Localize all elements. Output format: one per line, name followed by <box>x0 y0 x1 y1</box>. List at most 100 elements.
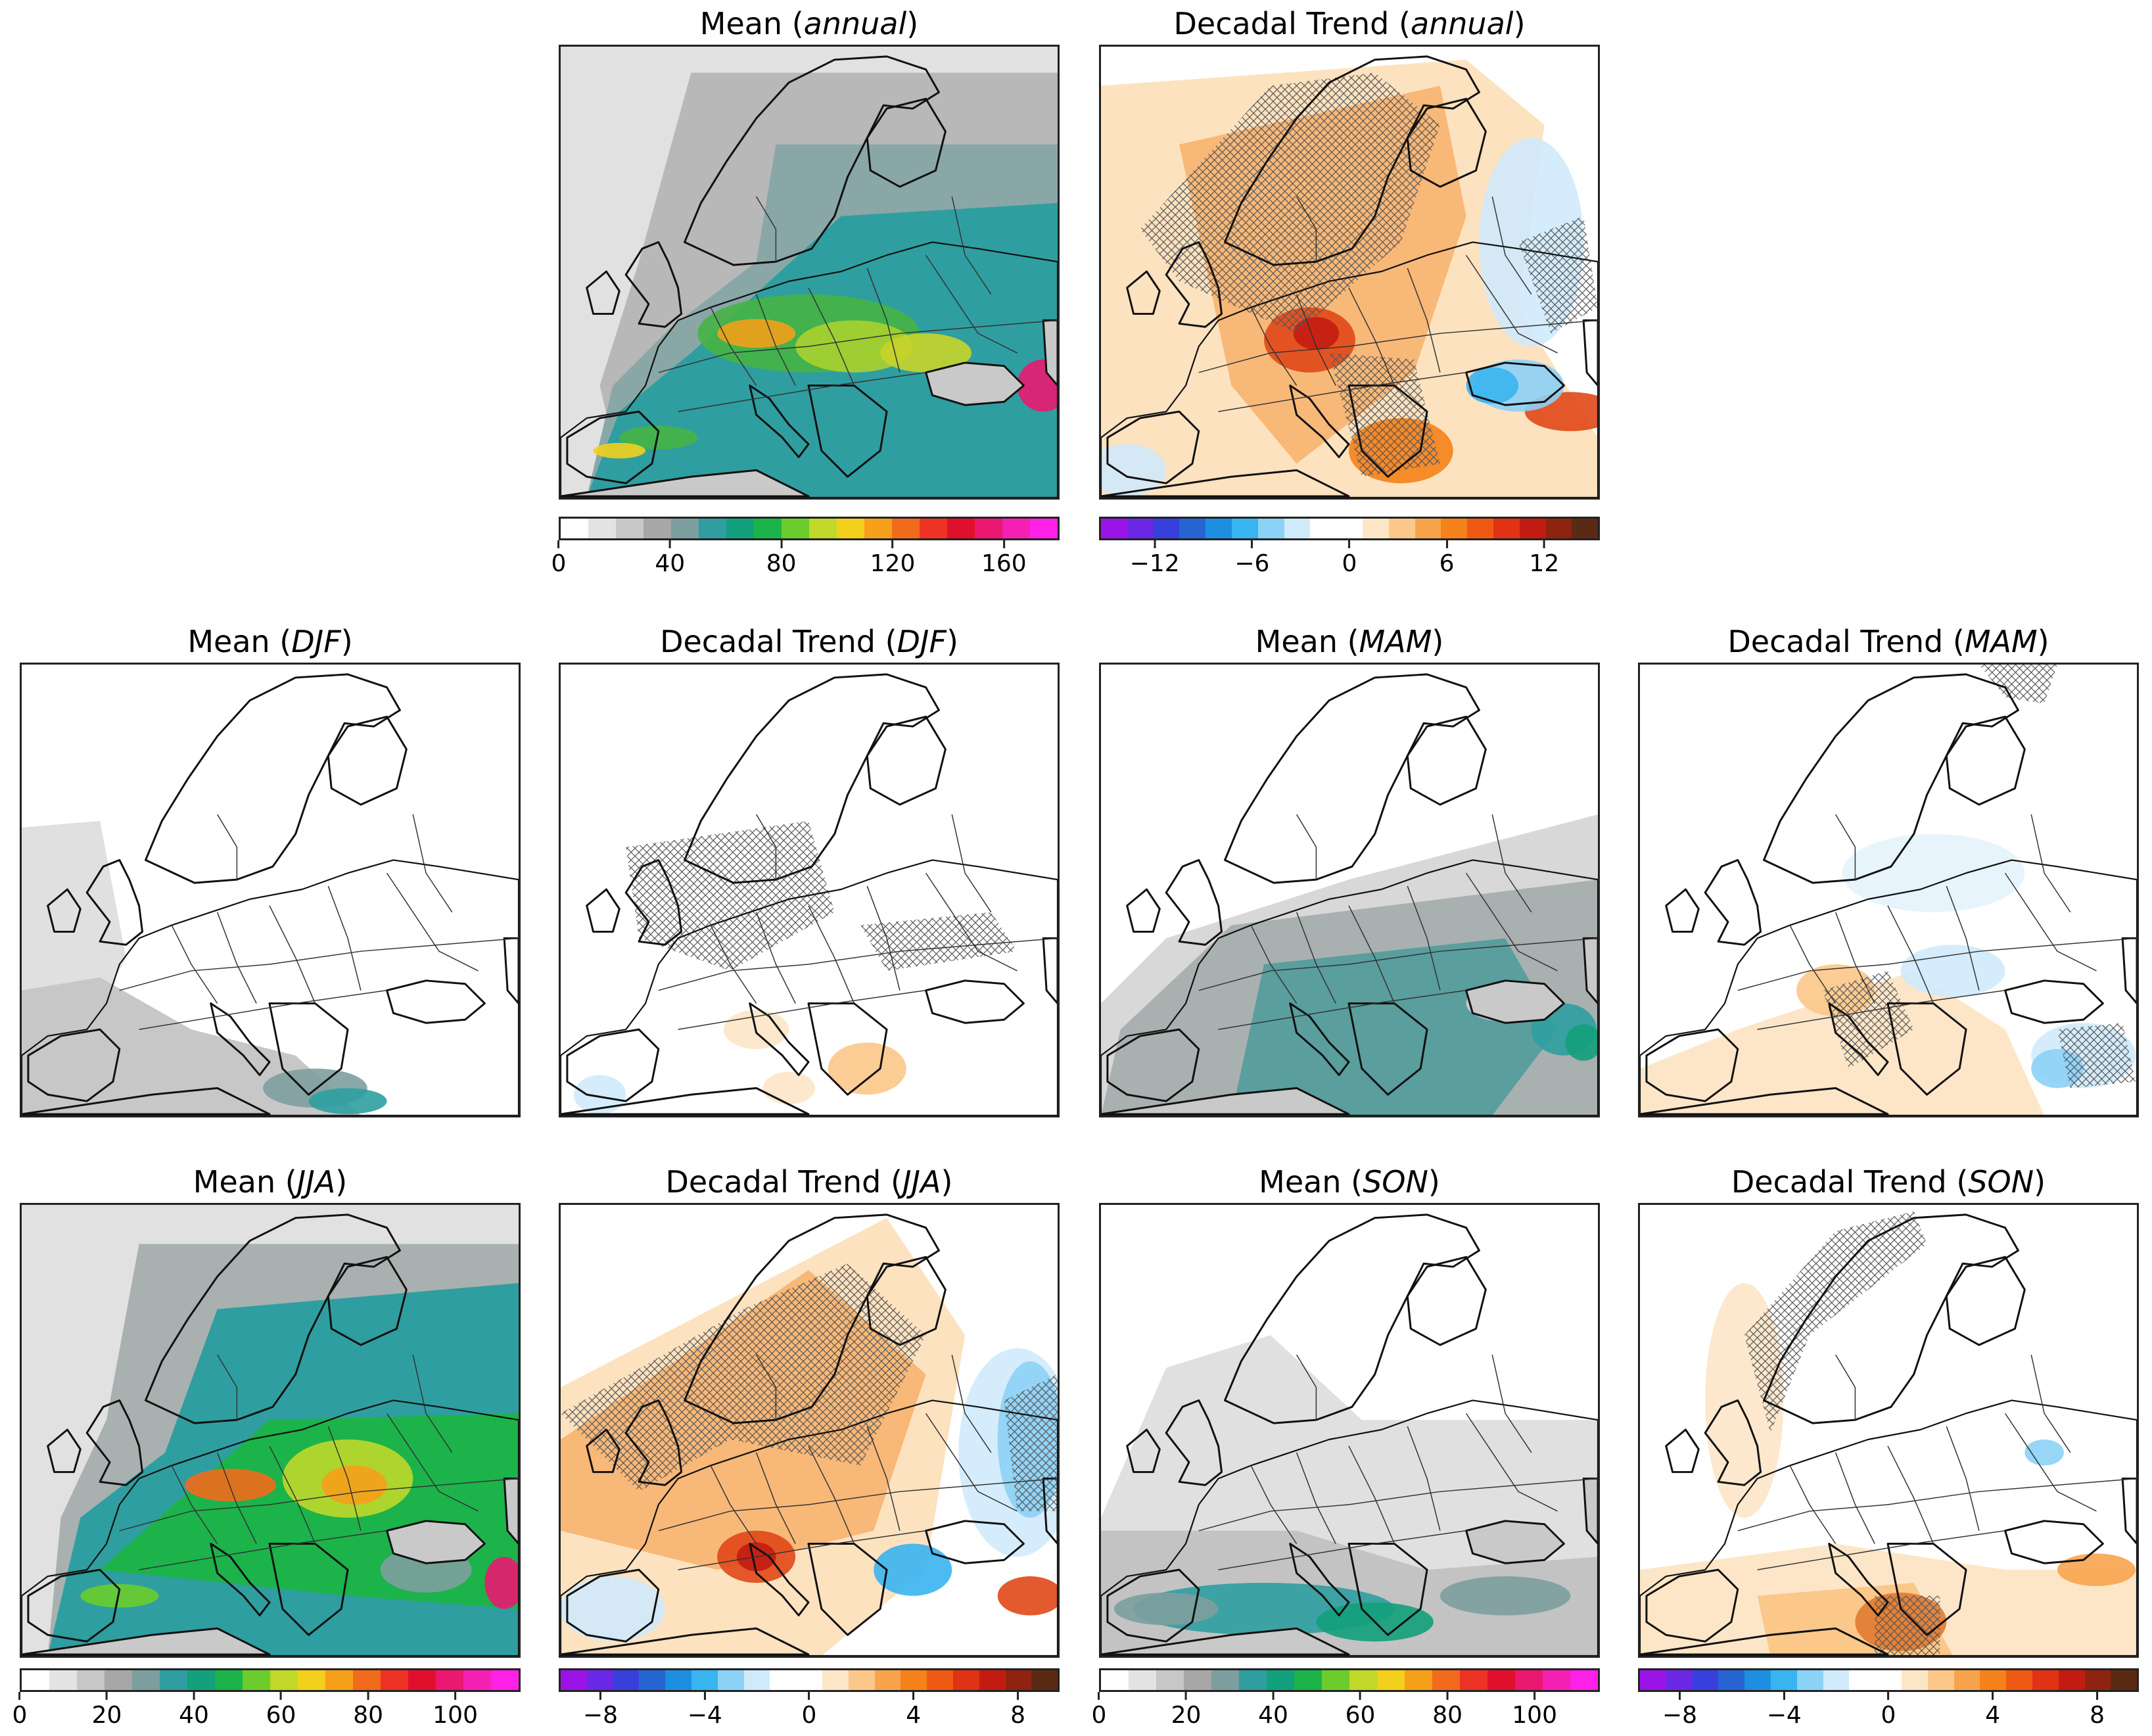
coastline <box>27 1568 121 1643</box>
coastline <box>210 1543 271 1617</box>
colorbar-swatch <box>1322 1670 1349 1690</box>
map-svg <box>22 665 519 1115</box>
colorbar-swatch <box>1205 519 1232 538</box>
sea-outline <box>925 1520 1025 1564</box>
colorbar-swatch <box>1184 1670 1211 1690</box>
colorbar-swatch <box>1362 519 1389 538</box>
panel-title: Decadal Trend (JJA) <box>665 1164 953 1200</box>
colorbar-swatch <box>408 1670 436 1690</box>
colorbar-swatch <box>1901 1670 1928 1690</box>
colorbar-tick-label: 0 <box>551 540 567 578</box>
colorbar-swatch <box>616 519 643 538</box>
panel-title: Decadal Trend (SON) <box>1731 1164 2046 1200</box>
country-border <box>1737 937 2137 991</box>
coastline <box>1101 1399 1598 1656</box>
colorbar-swatch <box>588 519 616 538</box>
colorbar-ticks-trend-son: −8 −4 0 4 8 <box>1638 1692 2139 1731</box>
colorbar-swatch <box>1980 1670 2007 1690</box>
map-svg <box>561 1205 1058 1656</box>
colorbar-swatch <box>1101 519 1127 538</box>
colorbar-tick-label: 20 <box>1171 1692 1202 1730</box>
colorbar-swatch <box>1545 519 1572 538</box>
country-border <box>658 319 1058 373</box>
coastline <box>1645 1028 1739 1102</box>
coastline <box>561 859 1058 1115</box>
colorbar-ticks-trend-annual: −12 −6 0 6 12 <box>1099 540 1600 580</box>
country-border <box>808 905 855 1004</box>
field-hotspot <box>828 1042 906 1095</box>
country-border <box>1465 254 1558 354</box>
map-mean-djf <box>20 663 521 1117</box>
colorbar-swatch <box>796 1670 822 1690</box>
country-border <box>1737 1478 2137 1532</box>
panel-trend-mam: Decadal Trend (MAM) <box>1638 618 2139 1117</box>
sea-outline <box>1640 1087 1889 1115</box>
colorbar-swatch <box>952 1670 979 1690</box>
field-hotspot <box>997 1576 1058 1616</box>
colorbar-swatch <box>1493 519 1520 538</box>
colorbar-swatch <box>2032 1670 2059 1690</box>
colorbar-swatch <box>1415 519 1441 538</box>
country-border <box>1218 371 1466 412</box>
map-svg <box>561 665 1058 1115</box>
country-border <box>1835 912 1875 1004</box>
colorbar-swatch <box>975 519 1002 538</box>
colorbar-swatch <box>1519 519 1546 538</box>
colorbar-swatch <box>743 1670 770 1690</box>
significance-hatching <box>561 1263 926 1492</box>
country-border <box>1491 814 1532 913</box>
country-border <box>1789 925 1836 1004</box>
colorbar-swatch <box>561 1670 587 1690</box>
colorbar-swatch <box>1156 1670 1184 1690</box>
coastline <box>1665 888 1700 933</box>
colorbar-swatch <box>1211 1670 1239 1690</box>
country-border <box>1407 268 1441 373</box>
colorbar-swatch <box>1432 1670 1460 1690</box>
colorbar-swatch <box>613 1670 640 1690</box>
colorbar-swatch <box>1849 1670 1876 1690</box>
country-border <box>1757 1530 2005 1570</box>
colorbar-swatch <box>1460 1670 1487 1690</box>
colorbar-swatch <box>1770 1670 1797 1690</box>
colorbar-tick-label: 0 <box>1881 1692 1896 1730</box>
colorbar-swatch <box>717 1670 744 1690</box>
colorbar-swatch <box>2006 1670 2032 1690</box>
country-border <box>216 1452 257 1544</box>
country-border <box>710 925 757 1004</box>
colorbar-swatch <box>1487 1670 1515 1690</box>
colorbar-swatch <box>1823 1670 1850 1690</box>
country-border <box>866 268 901 373</box>
colorbar-swatch <box>1239 1670 1267 1690</box>
coastline <box>1828 1002 1889 1077</box>
colorbar-swatch <box>243 1670 270 1690</box>
country-border <box>412 814 453 913</box>
coastline <box>27 1028 121 1102</box>
country-border <box>171 925 218 1004</box>
country-border <box>216 912 257 1004</box>
country-border <box>1757 989 2005 1030</box>
coastline <box>586 1428 620 1473</box>
field-hotspot <box>880 333 972 373</box>
colorbar-swatch <box>77 1670 105 1690</box>
significance-hatching <box>1329 352 1440 477</box>
sea-outline <box>2004 979 2104 1024</box>
coastline <box>1106 1568 1200 1643</box>
colorbar-swatch <box>1284 519 1311 538</box>
coastline <box>22 1399 519 1656</box>
country-border <box>386 872 479 972</box>
panel-mean-annual: Mean (annual) 0 40 80 120 160 <box>551 0 1060 592</box>
coastline <box>85 1399 144 1486</box>
coastline <box>22 859 519 1115</box>
colorbar-ticks-trend-jja: −8 −4 0 4 8 <box>559 1692 1060 1731</box>
panel-title: Mean (DJF) <box>187 624 353 659</box>
colorbar-tick-label: 0 <box>1342 540 1357 578</box>
coastline <box>749 1543 810 1617</box>
coastline <box>1165 858 1223 946</box>
panel-mean-djf: Mean (DJF) <box>20 618 521 1117</box>
country-border <box>710 307 757 386</box>
country-border <box>1250 925 1298 1004</box>
sea-outline <box>1465 362 1565 406</box>
sea-outline <box>386 1520 486 1564</box>
country-border <box>1296 294 1336 386</box>
panel-trend-annual: Decadal Trend (annual) −12 −6 0 6 12 <box>1099 0 1600 592</box>
